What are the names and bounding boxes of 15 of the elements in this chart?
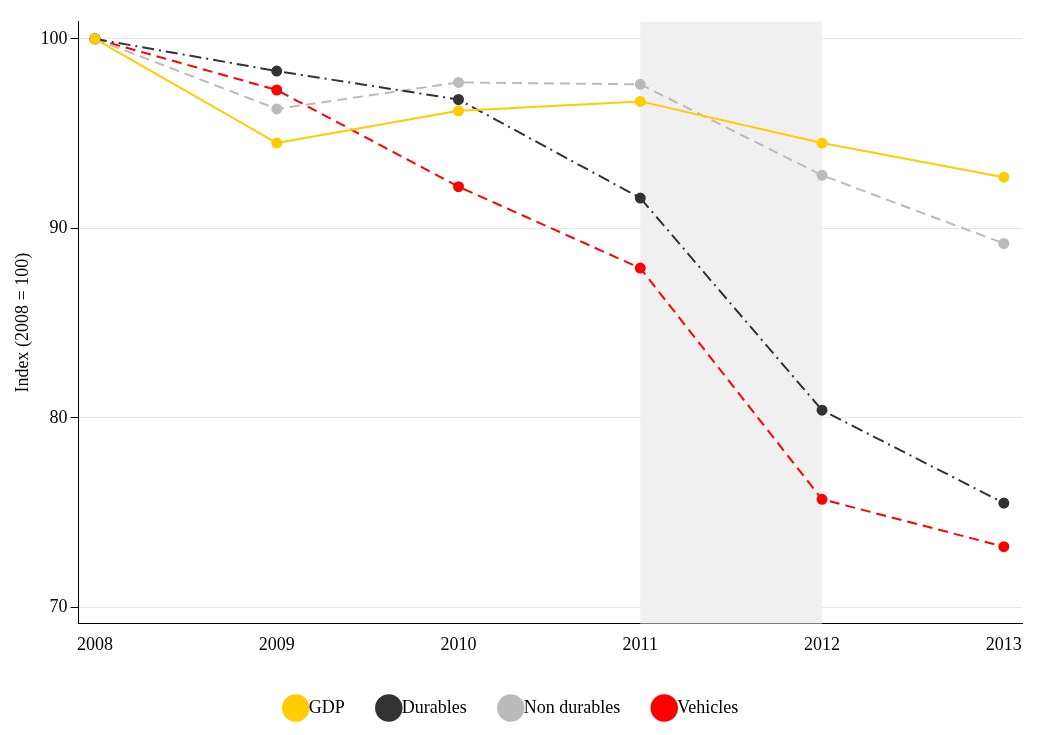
x-tick-label: 2013 — [985, 633, 1022, 654]
x-tick-label: 2011 — [622, 633, 658, 654]
x-tick-label: 2008 — [76, 633, 113, 654]
y-tick-label: 90 — [49, 217, 68, 238]
y-axis-title: Index (2008 = 100) — [11, 252, 33, 393]
legend-label: GDP — [308, 696, 345, 717]
x-tick-label: 2010 — [440, 633, 477, 654]
y-tick-label: 100 — [40, 27, 68, 48]
legend-label: Vehicles — [677, 696, 739, 717]
legend-label: Durables — [401, 696, 467, 717]
x-tick-label: 2009 — [258, 633, 295, 654]
y-tick-label: 70 — [49, 596, 68, 617]
x-tick-label: 2012 — [804, 633, 841, 654]
legend-label: Non durables — [523, 696, 621, 717]
y-tick-label: 80 — [49, 406, 68, 427]
